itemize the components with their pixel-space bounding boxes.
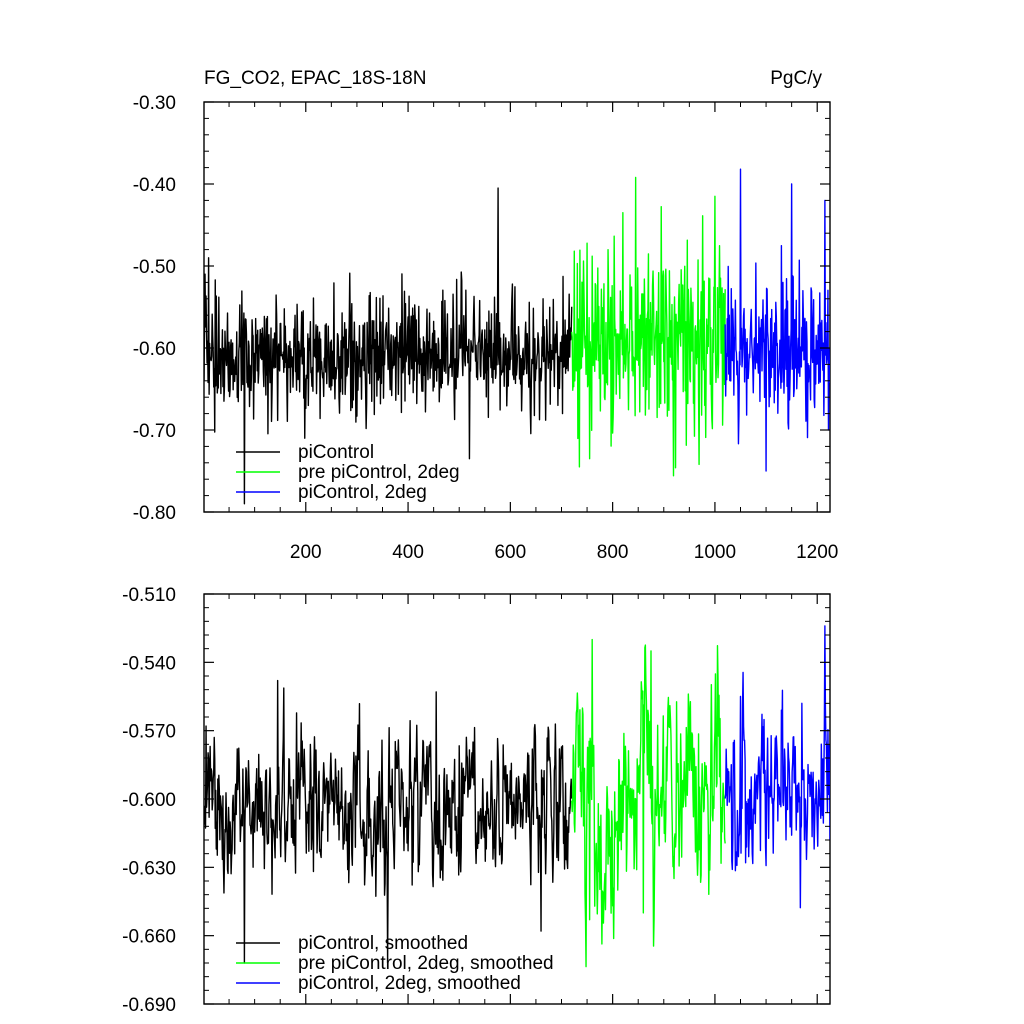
series-line-1-0 bbox=[204, 679, 573, 964]
x-tick-label-0-2: 600 bbox=[494, 542, 526, 563]
series-line-1-2 bbox=[724, 625, 830, 909]
y-tick-label-0-2: -0.60 bbox=[133, 339, 176, 360]
y-tick-label-0-1: -0.70 bbox=[133, 421, 176, 442]
top-chart-units: PgC/y bbox=[770, 68, 822, 89]
x-tick-label-0-1: 400 bbox=[392, 542, 424, 563]
top-series-layer bbox=[204, 168, 830, 505]
x-tick-label-0-5: 1200 bbox=[796, 542, 838, 563]
y-tick-label-1-3: -0.600 bbox=[122, 790, 176, 811]
legend-label-0-1: pre piControl, 2deg bbox=[298, 462, 460, 483]
y-tick-label-0-3: -0.50 bbox=[133, 257, 176, 278]
y-tick-label-1-4: -0.570 bbox=[122, 722, 176, 743]
series-line-1-1 bbox=[571, 638, 726, 968]
legend-label-1-0: piControl, smoothed bbox=[298, 933, 468, 954]
y-tick-label-1-2: -0.630 bbox=[122, 858, 176, 879]
legend-label-0-0: piControl bbox=[298, 442, 374, 463]
top-panel: FG_CO2, EPAC_18S-18N PgC/y -0.80-0.70-0.… bbox=[133, 68, 839, 563]
bottom-tick-layer: -0.690 -0.660 -0.630 -0.600 -0.570 -0.540 -0.5… bbox=[122, 585, 830, 1016]
legend-label-0-2: piControl, 2deg bbox=[298, 482, 427, 503]
y-tick-label-0-4: -0.40 bbox=[133, 175, 176, 196]
series-line-0-1 bbox=[571, 176, 726, 477]
legend-label-1-1: pre piControl, 2deg, smoothed bbox=[298, 953, 554, 974]
y-tick-label-1-5: -0.540 bbox=[122, 653, 176, 674]
y-tick-label-1-6: -0.510 bbox=[122, 585, 176, 606]
x-tick-label-0-4: 1000 bbox=[694, 542, 736, 563]
bottom-series-layer bbox=[204, 625, 830, 968]
x-tick-label-0-0: 200 bbox=[290, 542, 322, 563]
top-tick-layer: -0.80 -0.70 -0.60 -0.50 -0.40 -0.30 200 400 600 8… bbox=[133, 93, 839, 563]
top-chart-title: FG_CO2, EPAC_18S-18N bbox=[204, 68, 426, 89]
legend-label-1-2: piControl, 2deg, smoothed bbox=[298, 973, 521, 994]
y-tick-label-1-1: -0.660 bbox=[122, 927, 176, 948]
bottom-panel: -0.690 -0.660 -0.630 -0.600 -0.570 -0.540 -0.5… bbox=[122, 585, 831, 1016]
series-line-0-2 bbox=[724, 168, 830, 472]
series-line-0-0 bbox=[204, 187, 573, 505]
y-tick-label-1-0: -0.690 bbox=[122, 995, 176, 1016]
y-tick-label-0-0: -0.80 bbox=[133, 503, 176, 524]
x-tick-label-0-3: 800 bbox=[597, 542, 629, 563]
y-tick-label-0-5: -0.30 bbox=[133, 93, 176, 114]
